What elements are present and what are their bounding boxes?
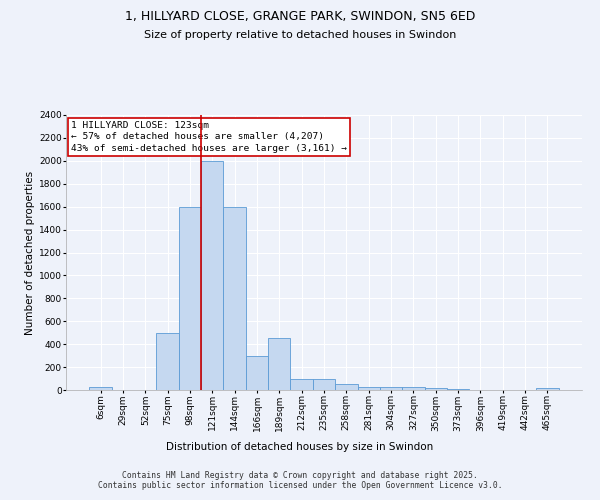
Bar: [447, 389, 469, 390]
Bar: [380, 387, 402, 390]
Bar: [179, 206, 201, 390]
Text: 1 HILLYARD CLOSE: 123sqm
← 57% of detached houses are smaller (4,207)
43% of sem: 1 HILLYARD CLOSE: 123sqm ← 57% of detach…: [71, 120, 347, 153]
Bar: [313, 378, 335, 390]
Bar: [223, 206, 246, 390]
Bar: [536, 388, 559, 390]
Bar: [201, 161, 223, 390]
Bar: [157, 332, 179, 390]
Text: Distribution of detached houses by size in Swindon: Distribution of detached houses by size …: [166, 442, 434, 452]
Bar: [335, 384, 358, 390]
Bar: [402, 387, 425, 390]
Text: Contains HM Land Registry data © Crown copyright and database right 2025.
Contai: Contains HM Land Registry data © Crown c…: [98, 470, 502, 490]
Bar: [358, 386, 380, 390]
Bar: [246, 356, 268, 390]
Y-axis label: Number of detached properties: Number of detached properties: [25, 170, 35, 334]
Bar: [89, 386, 112, 390]
Bar: [268, 338, 290, 390]
Text: 1, HILLYARD CLOSE, GRANGE PARK, SWINDON, SN5 6ED: 1, HILLYARD CLOSE, GRANGE PARK, SWINDON,…: [125, 10, 475, 23]
Bar: [425, 388, 447, 390]
Bar: [290, 378, 313, 390]
Text: Size of property relative to detached houses in Swindon: Size of property relative to detached ho…: [144, 30, 456, 40]
